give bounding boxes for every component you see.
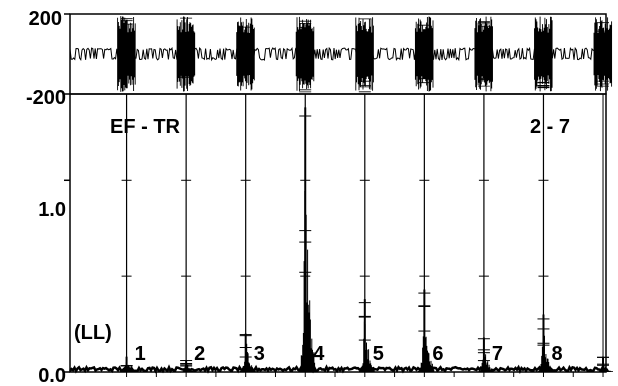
marker-label-8: 8 bbox=[551, 343, 562, 365]
top-signal-band bbox=[69, 46, 606, 62]
top-burst-ticks-6 bbox=[418, 24, 431, 84]
marker-label-4: 4 bbox=[313, 343, 325, 365]
bottom-panel: 1 2 3 4 5 6 7 8 bbox=[64, 93, 613, 377]
top-burst-7 bbox=[474, 16, 493, 92]
top-ytick-label-200: 200 bbox=[29, 8, 62, 30]
top-burst-ticks-2 bbox=[180, 17, 193, 78]
top-burst-ticks-8 bbox=[537, 33, 550, 89]
marker-label-1: 1 bbox=[135, 343, 146, 365]
bottom-panel-frame bbox=[69, 93, 607, 373]
top-burst-4 bbox=[295, 16, 315, 92]
marker-label-6: 6 bbox=[432, 343, 443, 365]
marker-label-5: 5 bbox=[373, 343, 384, 365]
peak-7 bbox=[477, 337, 494, 372]
panel-title: EF - TR bbox=[110, 116, 181, 138]
top-burst-ticks-3 bbox=[239, 26, 252, 62]
top-burst-9 bbox=[593, 16, 613, 92]
top-burst-8 bbox=[534, 16, 553, 92]
marker-label-2: 2 bbox=[194, 343, 205, 365]
peak-3 bbox=[239, 333, 256, 372]
top-burst-ticks-5 bbox=[358, 18, 371, 93]
bottom-ytick-label-1: 1.0 bbox=[38, 199, 66, 221]
top-burst-ticks-1 bbox=[120, 18, 133, 68]
top-burst-5 bbox=[355, 17, 374, 91]
peak-5 bbox=[358, 299, 375, 372]
chart-labels: 200 -200 1.0 0.0 EF - TR 2 - 7 (LL) bbox=[26, 8, 570, 386]
top-burst-6 bbox=[414, 16, 434, 92]
bottom-baseline bbox=[69, 364, 607, 374]
top-burst-ticks-7 bbox=[477, 21, 490, 87]
bottom-ytick-label-0: 0.0 bbox=[38, 365, 66, 386]
peak-trace-8 bbox=[537, 319, 554, 372]
panel-annotation: 2 - 7 bbox=[530, 116, 570, 138]
top-burst-ticks-9 bbox=[597, 22, 609, 87]
peak-8 bbox=[537, 314, 554, 372]
peak-4 bbox=[298, 107, 316, 372]
marker-label-3: 3 bbox=[254, 343, 265, 365]
peak-trace-6 bbox=[417, 310, 435, 372]
peak-2 bbox=[179, 360, 196, 372]
peak-9 bbox=[596, 356, 613, 372]
peak-trace-1 bbox=[120, 358, 137, 372]
peak-trace-3 bbox=[239, 340, 256, 372]
marker-label-7: 7 bbox=[492, 343, 503, 365]
top-burst-1 bbox=[117, 16, 136, 92]
peak-6 bbox=[417, 289, 435, 372]
top-burst-2 bbox=[176, 16, 196, 92]
top-panel bbox=[64, 13, 613, 95]
top-burst-3 bbox=[236, 17, 255, 91]
top-ytick-label-minus-200: -200 bbox=[26, 87, 66, 109]
peak-1 bbox=[120, 356, 137, 372]
top-burst-ticks-4 bbox=[299, 20, 312, 93]
group-label: (LL) bbox=[74, 322, 112, 344]
